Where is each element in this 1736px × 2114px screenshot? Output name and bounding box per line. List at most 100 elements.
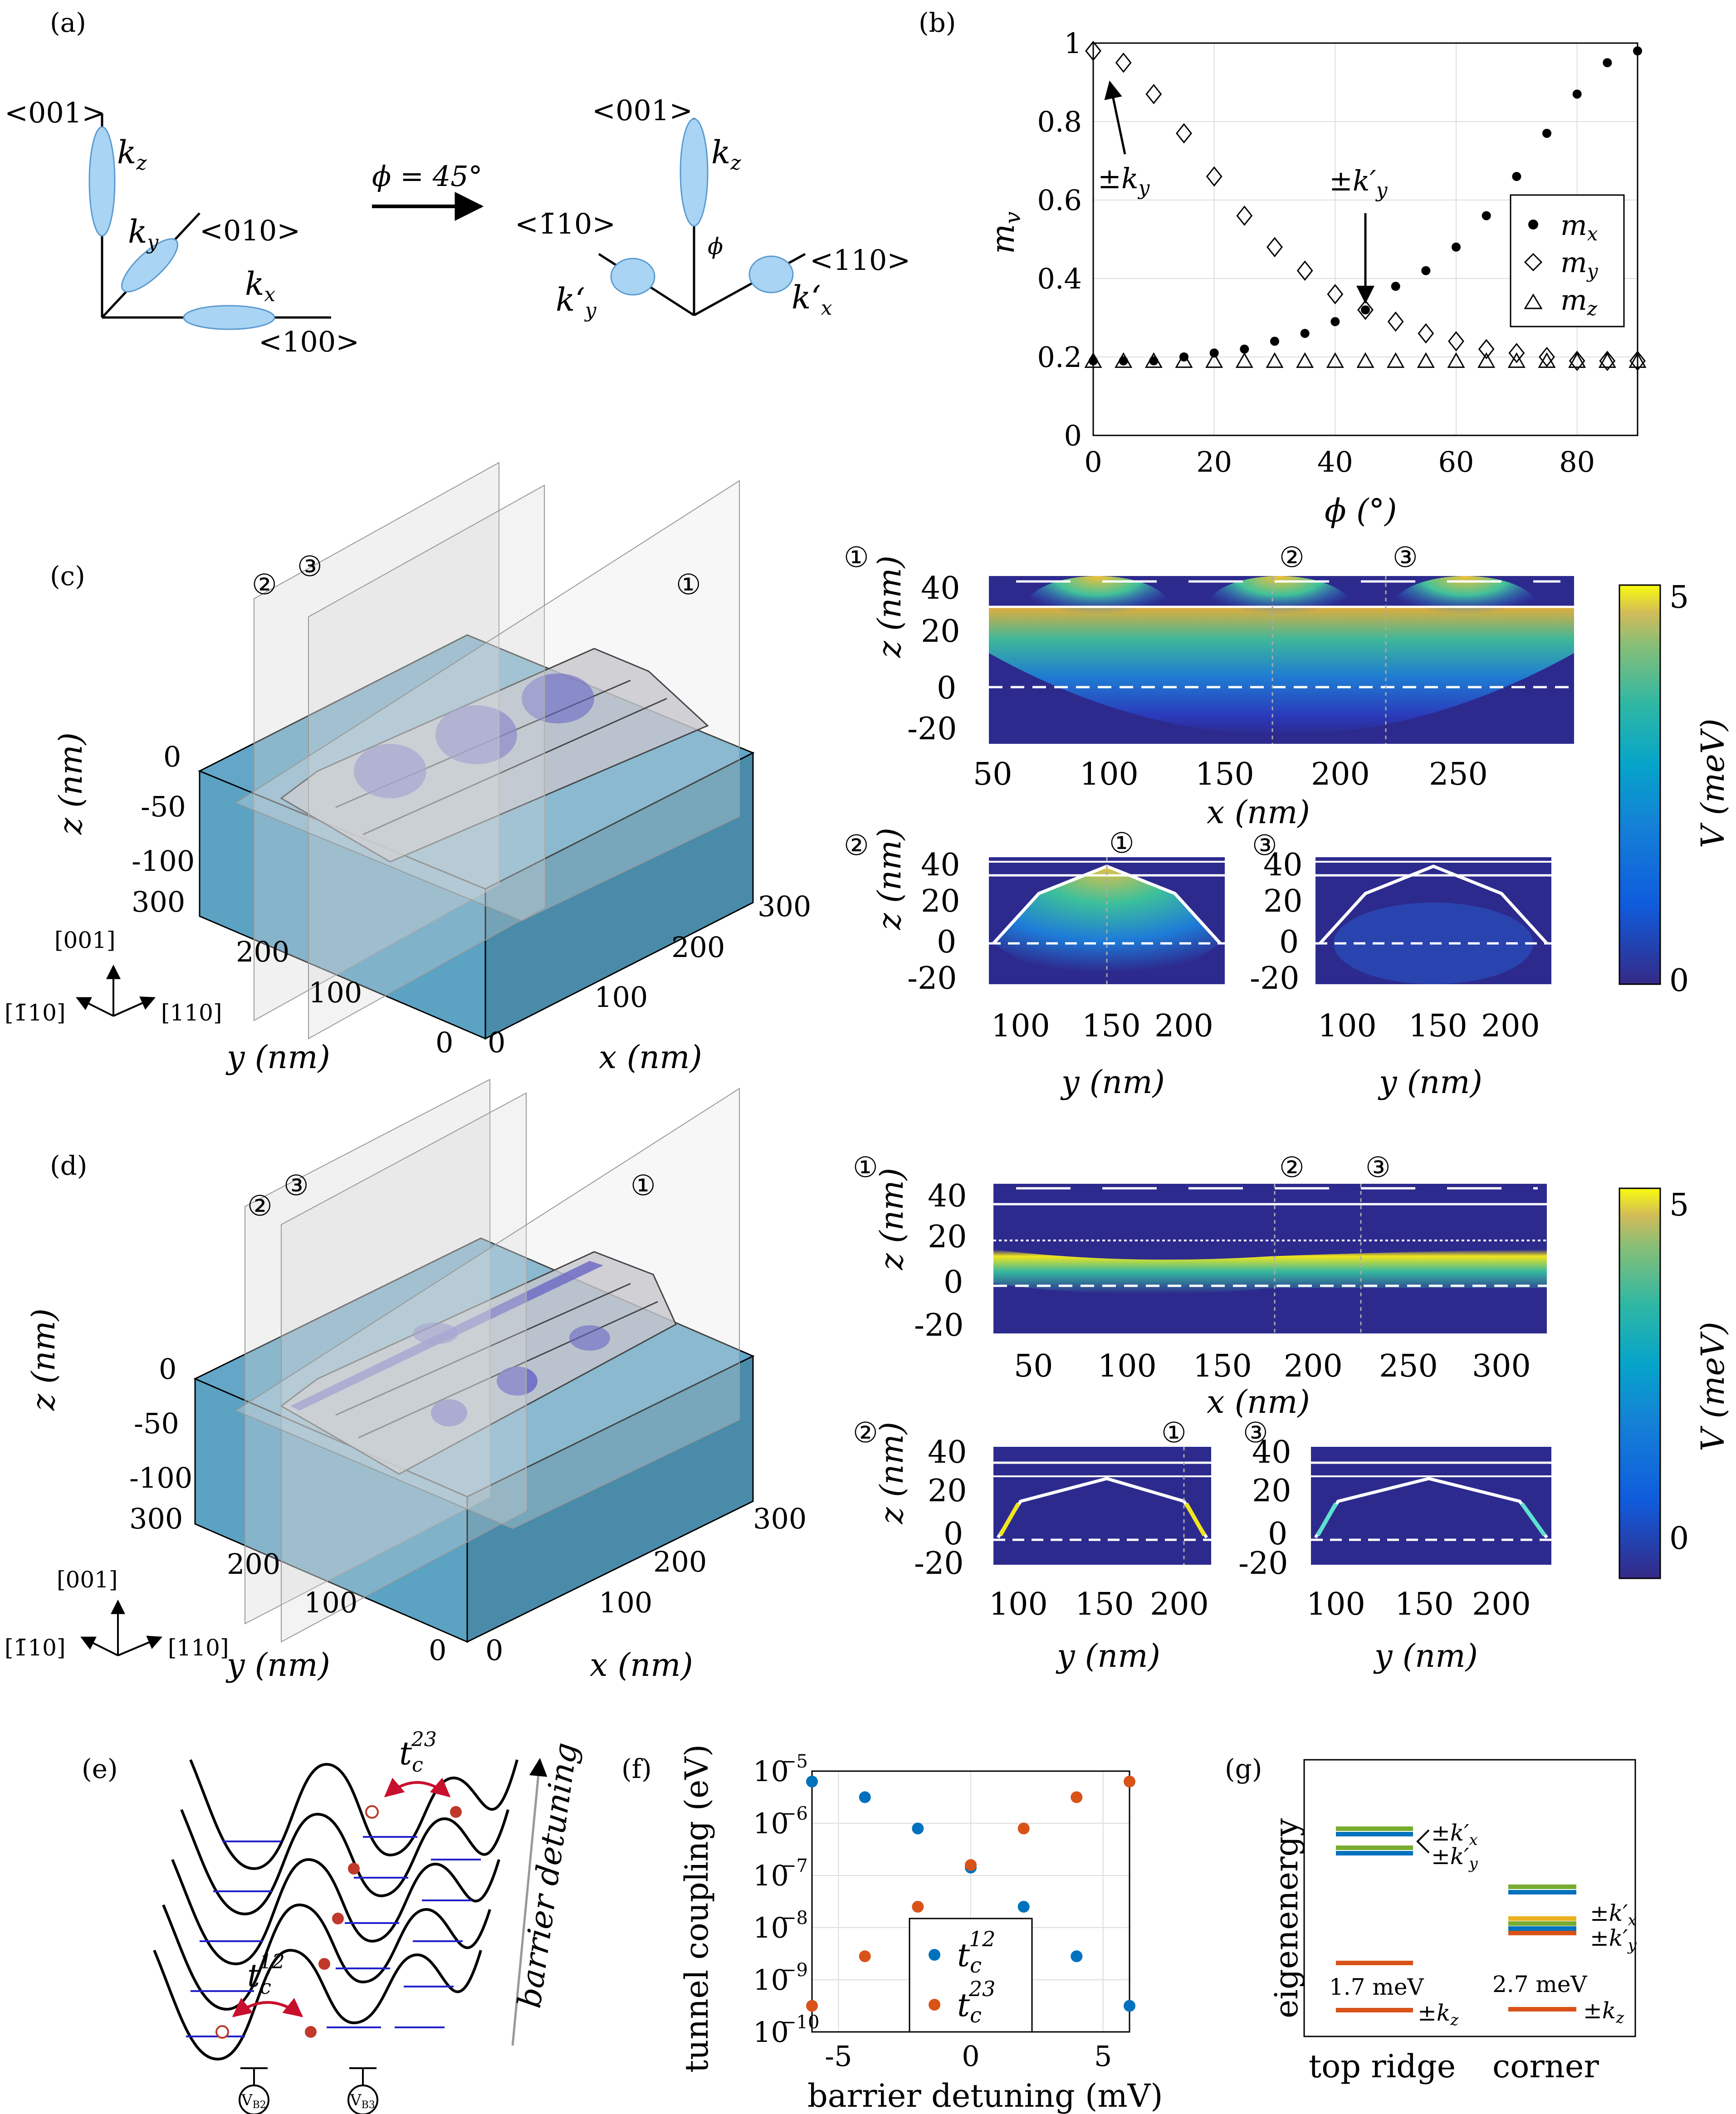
colorbar-label-c: V (meV) xyxy=(1694,718,1731,848)
label-kpy: k‘y xyxy=(556,281,597,322)
legend-marker-mx xyxy=(1528,220,1538,229)
x-tick-d-1: 100 xyxy=(599,1586,652,1619)
point-t_c^12 xyxy=(859,1791,871,1803)
panel-c: (c) ② ③ ① z (nm) 0 -50 -100 300 200 100 … xyxy=(5,462,1731,1101)
z-tick-d-2: -100 xyxy=(129,1461,192,1494)
top-xtick-c-0: 50 xyxy=(973,757,1012,792)
bl-xtick-c-2: 200 xyxy=(1154,1008,1213,1044)
colorbar-tick-d-1: 0 xyxy=(1669,1521,1689,1557)
point-m_z xyxy=(1084,352,1102,368)
point-m_y xyxy=(1448,331,1464,352)
legend-tc23: tc23 xyxy=(957,1977,995,2027)
point-m_y xyxy=(1629,351,1646,371)
point-m_z xyxy=(1568,352,1586,368)
point-m_x xyxy=(1633,46,1642,56)
plane-marker-3-c: ③ xyxy=(297,550,323,583)
y-tick-b: 1 xyxy=(1064,27,1082,60)
br-xtick-d-1: 150 xyxy=(1395,1587,1454,1622)
z-tick-d-0: 0 xyxy=(159,1352,176,1386)
electron-bottom xyxy=(305,2026,317,2038)
panel-label-f: (f) xyxy=(621,1753,652,1784)
top-xtick-d-0: 50 xyxy=(1014,1348,1053,1384)
y-tick-d-1: 200 xyxy=(227,1548,280,1581)
point-t_c^12 xyxy=(912,1822,924,1835)
bl-xtick-c-0: 100 xyxy=(991,1008,1050,1044)
y-tick-exp-f: −7 xyxy=(781,1855,808,1876)
y-tick-b: 0.2 xyxy=(1037,341,1082,374)
y-tick-f: 10 xyxy=(753,2016,789,2049)
cut-marker-2-c-bl: ② xyxy=(844,829,869,862)
top-xtick-c-2: 150 xyxy=(1195,757,1254,792)
br-ytick-d-2: 0 xyxy=(1268,1516,1287,1552)
top-ylabel-c: z (nm) xyxy=(871,556,908,658)
point-m_y xyxy=(1569,351,1585,371)
y-tick-d-0: 300 xyxy=(129,1502,183,1535)
point-m_y xyxy=(1539,347,1555,367)
x-tick-d-3: 300 xyxy=(753,1502,807,1535)
device-3d-c xyxy=(198,462,755,1040)
valley-ellipsoid-kpx xyxy=(748,255,794,293)
top-xtick-c-3: 200 xyxy=(1311,757,1370,792)
gate-label-b3: VB3 xyxy=(350,2091,375,2111)
heatmap-d-top xyxy=(993,1184,1547,1333)
heatmap-c-bl xyxy=(989,857,1225,984)
colorbar-tick-d-0: 5 xyxy=(1669,1187,1689,1223)
bl-ytick-d-0: 40 xyxy=(928,1435,967,1470)
point-m_z xyxy=(1598,352,1616,368)
panel-e: (e) tc23 tc12 barrier detuning xyxy=(82,1728,585,2114)
point-m_z xyxy=(1296,352,1314,368)
x-tick-b: 60 xyxy=(1438,445,1474,478)
panel-label-d: (d) xyxy=(50,1150,87,1181)
y-tick-exp-f: −5 xyxy=(781,1751,808,1772)
x-axis-label-c: x (nm) xyxy=(599,1039,702,1076)
x-tick-b: 40 xyxy=(1317,445,1353,478)
tunnel-arrow-23 xyxy=(384,1777,451,1797)
point-m_y xyxy=(1206,166,1223,187)
point-m_z xyxy=(1356,352,1374,368)
label-kx-left: kx xyxy=(245,265,275,306)
point-m_z xyxy=(1538,352,1556,368)
cut-marker-3-d-br: ③ xyxy=(1243,1416,1268,1449)
y-tick-c-0: 300 xyxy=(132,885,185,918)
legend-marker-tc23 xyxy=(929,1999,940,2011)
legend-marker-my xyxy=(1524,253,1543,272)
cut-marker-2-c: ② xyxy=(1279,541,1305,574)
detuning-arrow xyxy=(511,1758,548,2046)
colorbar-d xyxy=(1619,1187,1661,1579)
point-m_x xyxy=(1330,317,1340,327)
heatmap-c-br xyxy=(1315,857,1551,984)
plane-marker-1-d: ① xyxy=(631,1169,656,1202)
cut-marker-1-d-bl: ① xyxy=(1161,1416,1187,1449)
y-tick-c-2: 100 xyxy=(308,976,362,1009)
point-m_z xyxy=(1477,352,1496,368)
bl-ytick-c-2: 0 xyxy=(937,924,956,960)
dir-label-110-c: [110] xyxy=(161,1000,222,1026)
rotation-label: ϕ = 45° xyxy=(372,160,483,193)
electron-4 xyxy=(318,1958,330,1970)
panel-label-b: (b) xyxy=(919,7,956,38)
z-axis-label-c: z (nm) xyxy=(52,732,89,835)
point-t_c^23 xyxy=(1124,1776,1135,1787)
point-m_x xyxy=(1361,305,1370,315)
y-axis-label-b: mv xyxy=(984,211,1026,254)
br-ytick-d-0: 40 xyxy=(1252,1435,1291,1470)
lbl-corner-kx: ±k′x xyxy=(1590,1900,1637,1929)
heatmap-c-top xyxy=(989,576,1574,744)
colorbar-tick-c-0: 5 xyxy=(1669,580,1689,615)
br-ytick-c-1: 20 xyxy=(1263,884,1303,919)
point-m_y xyxy=(1599,351,1616,371)
br-xtick-c-2: 200 xyxy=(1481,1008,1540,1044)
br-xtick-c-1: 150 xyxy=(1408,1008,1467,1044)
x-tick-c-3: 300 xyxy=(758,890,811,923)
y-tick-b: 0 xyxy=(1064,419,1082,452)
bl-ytick-c-0: 40 xyxy=(921,847,960,883)
top-xtick-c-1: 100 xyxy=(1080,757,1139,792)
top-xlabel-c: x (nm) xyxy=(1207,794,1310,831)
x-tick-b: 80 xyxy=(1559,445,1595,478)
cut-marker-1-d: ① xyxy=(853,1151,878,1184)
point-m_z xyxy=(1144,352,1163,368)
y-tick-b: 0.8 xyxy=(1037,105,1082,138)
bl-xtick-c-1: 150 xyxy=(1082,1008,1141,1044)
direction-axes-d xyxy=(80,1599,162,1656)
